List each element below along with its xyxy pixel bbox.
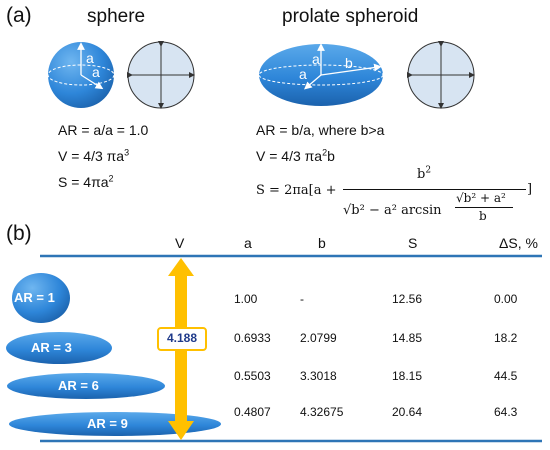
spheroid-ar-formula: AR = b/a, where b>a xyxy=(256,122,385,138)
cell-delta-s: 44.5 xyxy=(494,369,518,383)
header-delta-s: ΔS, % xyxy=(499,235,538,251)
cell-s: 14.85 xyxy=(392,331,423,345)
sphere-surface-formula: S = 4πa2 xyxy=(58,173,114,190)
sphere-volume-formula: V = 4/3 πa3 xyxy=(58,147,130,164)
cell-delta-s: 0.00 xyxy=(494,292,518,306)
shape-ar-3 xyxy=(6,332,112,364)
shape-ar-9 xyxy=(9,412,221,436)
cell-s: 18.15 xyxy=(392,369,423,383)
spheroid-section xyxy=(407,41,475,109)
cell-b: 2.0799 xyxy=(300,331,337,345)
header-a: a xyxy=(244,235,252,251)
ar-label: AR = 9 xyxy=(87,416,128,431)
cell-delta-s: 18.2 xyxy=(494,331,518,345)
surface-formula-suffix: ] xyxy=(527,182,533,197)
surface-formula-fraction-bar xyxy=(343,189,526,190)
volume-value: 4.188 xyxy=(166,331,198,345)
surface-formula-inner-numerator: √b² + a² xyxy=(456,191,506,205)
surface-formula-denominator: √b² − a² arcsin xyxy=(343,203,442,218)
spheroid-axis-label-b: b xyxy=(345,55,353,71)
cell-delta-s: 64.3 xyxy=(494,405,518,419)
panel-a-label: (a) xyxy=(6,4,32,27)
spheroid-axis-label-a2: a xyxy=(299,66,307,82)
sphere-axis-label-1: a xyxy=(86,50,94,66)
sphere-section xyxy=(127,41,195,109)
shape-ar-6 xyxy=(7,373,165,399)
sphere-ar-formula: AR = a/a = 1.0 xyxy=(58,122,149,138)
ar-label: AR = 3 xyxy=(31,340,72,355)
cell-s: 20.64 xyxy=(392,405,423,419)
sphere-title: sphere xyxy=(87,6,146,27)
header-s: S xyxy=(408,235,418,251)
surface-formula-inner-denominator: b xyxy=(479,209,487,223)
spheroid-title: prolate spheroid xyxy=(282,6,419,27)
cell-a: 0.4807 xyxy=(234,405,271,419)
spheroid-axis-label-a1: a xyxy=(312,51,320,67)
cell-s: 12.56 xyxy=(392,292,423,306)
header-v: V xyxy=(175,235,185,251)
cell-a: 0.5503 xyxy=(234,369,271,383)
surface-formula-numerator: b2 xyxy=(417,165,432,182)
cell-b: 4.32675 xyxy=(300,405,344,419)
volume-box xyxy=(157,327,207,351)
header-b: b xyxy=(318,235,326,251)
shape-ar-1 xyxy=(12,273,70,323)
surface-formula-inner-bar xyxy=(455,207,513,208)
cell-a: 0.6933 xyxy=(234,331,271,345)
cell-b: 3.3018 xyxy=(300,369,337,383)
sphere-shape xyxy=(47,42,115,108)
spheroid-shape xyxy=(258,43,384,106)
surface-formula-prefix: S = 2πa[a + xyxy=(256,183,337,198)
ar-label: AR = 1 xyxy=(14,290,55,305)
panel-b-label: (b) xyxy=(6,222,32,245)
spheroid-volume-formula: V = 4/3 πa2b xyxy=(256,147,335,164)
sphere-axis-label-2: a xyxy=(92,64,100,80)
cell-b: - xyxy=(300,292,304,306)
cell-a: 1.00 xyxy=(234,292,258,306)
ar-label: AR = 6 xyxy=(58,378,99,393)
